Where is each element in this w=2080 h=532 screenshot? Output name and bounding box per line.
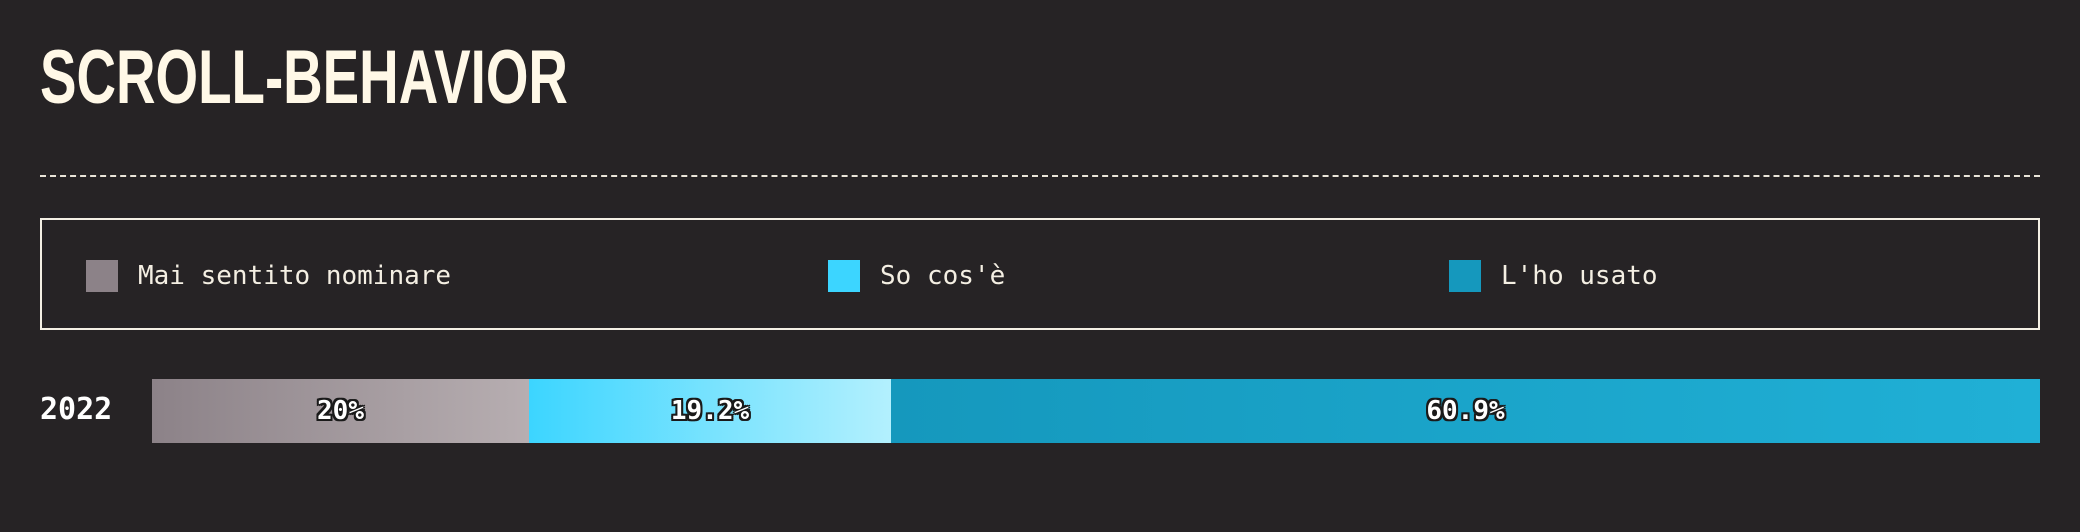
dashed-divider — [40, 175, 2040, 177]
legend-item-so-cos-e[interactable]: So cos'è — [828, 260, 1005, 292]
stacked-bar-2022: 20% 19.2% 60.9% — [152, 379, 2040, 443]
legend-label: So cos'è — [880, 261, 1005, 291]
legend-swatch — [86, 260, 118, 292]
legend-label: Mai sentito nominare — [138, 261, 451, 291]
legend-item-mai-sentito-nominare[interactable]: Mai sentito nominare — [86, 260, 451, 292]
legend-swatch — [1449, 260, 1481, 292]
bar-segment-mai-sentito-nominare[interactable]: 20% — [152, 379, 529, 443]
bar-segment-so-cos[interactable]: 19.2% — [529, 379, 891, 443]
chart-title: scroll-behavior — [40, 40, 568, 116]
row-label-2022: 2022 — [40, 392, 112, 428]
chart-legend: Mai sentito nominare So cos'è L'ho usato — [40, 218, 2040, 330]
legend-swatch — [828, 260, 860, 292]
bar-value-label: 60.9% — [1426, 396, 1504, 426]
bar-value-label: 20% — [317, 396, 364, 426]
bar-segment-l-ho-usato[interactable]: 60.9% — [891, 379, 2040, 443]
legend-item-l-ho-usato[interactable]: L'ho usato — [1449, 260, 1658, 292]
legend-label: L'ho usato — [1501, 261, 1658, 291]
bar-value-label: 19.2% — [671, 396, 749, 426]
